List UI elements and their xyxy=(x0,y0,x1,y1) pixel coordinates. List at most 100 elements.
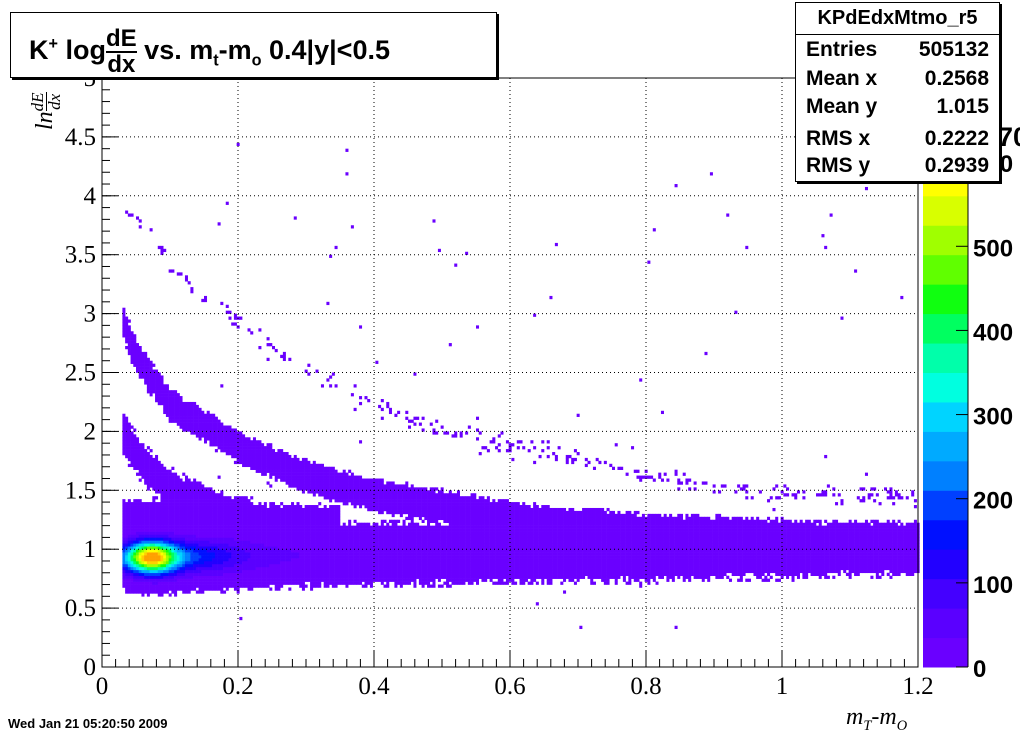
heatmap-cell xyxy=(157,484,161,488)
heatmap-cell xyxy=(405,481,409,485)
heatmap-cell xyxy=(318,484,322,488)
heatmap-cell xyxy=(195,425,199,429)
heatmap-cell xyxy=(320,472,324,476)
heatmap-cell xyxy=(236,502,240,506)
heatmap-cell xyxy=(299,478,303,482)
heatmap-cell xyxy=(155,552,159,556)
heatmap-cell xyxy=(288,555,292,559)
heatmap-cell xyxy=(182,428,186,432)
heatmap-cell xyxy=(323,525,327,529)
heatmap-cell xyxy=(424,507,428,512)
heatmap-cell xyxy=(198,578,202,582)
heatmap-cell xyxy=(141,360,145,364)
heatmap-cell xyxy=(345,578,349,582)
heatmap-cell xyxy=(348,475,352,479)
heatmap-cell xyxy=(250,587,254,591)
heatmap-cell xyxy=(223,528,227,532)
heatmap-cell xyxy=(157,549,161,553)
heatmap-cell xyxy=(228,584,232,588)
heatmap-cell xyxy=(334,563,338,568)
heatmap-cell xyxy=(133,522,137,526)
heatmap-cell xyxy=(168,399,172,403)
heatmap-cell xyxy=(130,357,134,362)
heatmap-cell xyxy=(304,569,308,574)
heatmap-cell xyxy=(247,555,251,559)
heatmap-cell xyxy=(331,475,335,479)
heatmap-cell xyxy=(138,540,142,544)
heatmap-cell xyxy=(378,569,382,574)
heatmap-cell xyxy=(239,552,243,556)
heatmap-cell xyxy=(168,416,172,420)
heatmap-cell xyxy=(187,425,191,429)
heatmap-cell xyxy=(204,510,208,515)
heatmap-cell xyxy=(421,534,425,538)
heatmap-cell xyxy=(334,478,338,482)
heatmap-cell xyxy=(155,510,159,515)
heatmap-cell xyxy=(250,443,254,447)
heatmap-cell xyxy=(252,540,256,544)
heatmap-cell xyxy=(176,499,180,503)
heatmap-cell xyxy=(217,502,221,506)
heatmap-cell xyxy=(204,440,208,444)
heatmap-cell xyxy=(263,560,267,565)
heatmap-cell xyxy=(182,575,186,579)
heatmap-cell xyxy=(228,540,232,544)
heatmap-cell xyxy=(446,519,450,523)
heatmap-cell xyxy=(391,528,395,532)
heatmap-cell xyxy=(190,546,194,550)
heatmap-cell xyxy=(350,581,354,585)
heatmap-cell xyxy=(133,437,137,441)
heatmap-cell xyxy=(391,552,395,556)
heatmap-cell xyxy=(136,369,140,373)
heatmap-cell xyxy=(184,525,188,529)
heatmap-cell xyxy=(204,519,208,523)
heatmap-cell xyxy=(152,516,156,521)
heatmap-cell xyxy=(380,575,384,579)
heatmap-cell xyxy=(204,543,208,547)
heatmap-cell xyxy=(174,505,178,509)
heatmap-cell xyxy=(369,566,373,571)
heatmap-cell xyxy=(160,555,164,559)
heatmap-cell xyxy=(176,478,180,482)
heatmap-cell xyxy=(277,516,281,521)
heatmap-cell xyxy=(247,460,251,465)
heatmap-cell xyxy=(418,528,422,532)
heatmap-cell xyxy=(383,584,387,588)
heatmap-cell xyxy=(266,510,270,515)
heatmap-cell xyxy=(348,575,352,579)
heatmap-cell xyxy=(176,563,180,568)
heatmap-cell xyxy=(282,516,286,521)
heatmap-cell xyxy=(402,581,406,585)
heatmap-cell xyxy=(163,507,167,512)
heatmap-cell xyxy=(364,502,368,506)
heatmap-cell xyxy=(437,563,441,568)
heatmap-cell xyxy=(144,584,148,588)
heatmap-cell xyxy=(127,549,131,553)
heatmap-cell xyxy=(312,510,316,515)
heatmap-cell xyxy=(274,348,278,353)
heatmap-cell xyxy=(348,525,352,529)
heatmap-cell xyxy=(130,354,134,359)
heatmap-cell xyxy=(179,510,183,515)
heatmap-cell xyxy=(206,502,210,506)
heatmap-cell xyxy=(337,507,341,512)
heatmap-cell xyxy=(198,584,202,588)
heatmap-cell xyxy=(130,522,134,526)
heatmap-cell xyxy=(304,369,308,373)
heatmap-cell xyxy=(250,540,254,544)
heatmap-cell xyxy=(149,484,153,488)
heatmap-cell xyxy=(369,560,373,565)
heatmap-cell xyxy=(386,505,390,509)
heatmap-cell xyxy=(217,540,221,544)
heatmap-cell xyxy=(282,505,286,509)
heatmap-cell xyxy=(307,531,311,535)
heatmap-cell xyxy=(304,572,308,577)
heatmap-cell xyxy=(187,428,191,432)
heatmap-cell xyxy=(263,546,267,550)
heatmap-cell xyxy=(342,478,346,482)
heatmap-cell xyxy=(212,419,216,423)
heatmap-cell xyxy=(244,569,248,574)
heatmap-cell xyxy=(223,534,227,538)
heatmap-cell xyxy=(160,560,164,565)
heatmap-cell xyxy=(391,578,395,582)
